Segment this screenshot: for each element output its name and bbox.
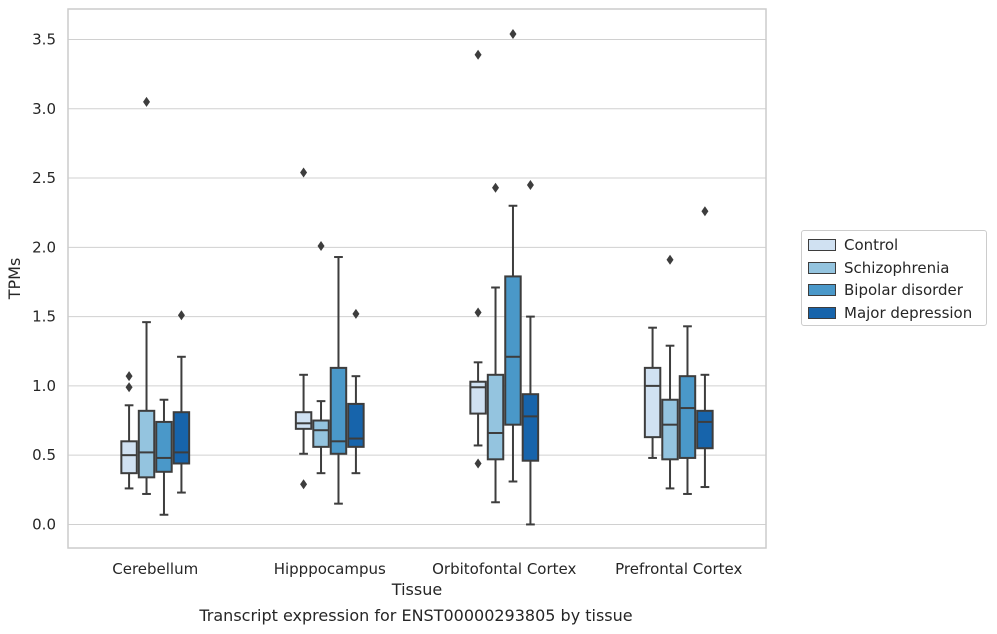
- legend-label-bipolar-disorder: Bipolar disorder: [844, 281, 963, 299]
- y-tick-label-1: 0.5: [32, 446, 56, 464]
- x-tick-label-cerebellum: Cerebellum: [112, 560, 198, 578]
- outlier-control-cerebellum-1: [125, 371, 133, 382]
- outlier-control-orbitofontal-cortex-1: [474, 307, 482, 318]
- box-bipolar-disorder-orbitofontal-cortex: [504, 275, 522, 426]
- outlier-major-depression-orbitofontal-cortex-0: [526, 179, 534, 190]
- y-tick-label-5: 2.5: [32, 169, 56, 187]
- figure-caption: Transcript expression for ENST0000029380…: [199, 606, 633, 625]
- box-schizophrenia-orbitofontal-cortex: [486, 373, 505, 461]
- x-axis-label: Tissue: [391, 580, 442, 599]
- legend-label-schizophrenia: Schizophrenia: [844, 259, 950, 277]
- x-tick-label-prefrontal-cortex: Prefrontal Cortex: [615, 560, 742, 578]
- y-tick-label-2: 1.0: [32, 377, 56, 395]
- legend-item-schizophrenia: Schizophrenia: [808, 258, 949, 278]
- outlier-bipolar-disorder-orbitofontal-cortex-0: [509, 28, 517, 39]
- plot-frame: [67, 8, 767, 549]
- box-bipolar-disorder-cerebellum: [155, 420, 173, 473]
- y-tick-label-3: 1.5: [32, 308, 56, 326]
- outlier-major-depression-hipppocampus-0: [352, 308, 360, 319]
- box-bipolar-disorder-prefrontal-cortex: [678, 375, 697, 459]
- box-major-depression-prefrontal-cortex: [696, 409, 714, 450]
- outlier-control-hipppocampus-0: [300, 479, 308, 490]
- y-tick-label-4: 2.0: [32, 238, 56, 256]
- legend-label-major-depression: Major depression: [844, 304, 973, 322]
- outlier-control-orbitofontal-cortex-2: [474, 49, 482, 60]
- outlier-schizophrenia-hipppocampus-0: [317, 240, 325, 251]
- y-tick-label-7: 3.5: [32, 30, 56, 48]
- box-major-depression-orbitofontal-cortex: [521, 393, 540, 462]
- box-control-orbitofontal-cortex: [469, 380, 487, 415]
- box-major-depression-cerebellum: [172, 411, 191, 465]
- x-tick-label-orbitofontal-cortex: Orbitofontal Cortex: [432, 560, 576, 578]
- outlier-control-hipppocampus-1: [300, 167, 308, 178]
- y-tick-label-0: 0.0: [32, 515, 56, 533]
- box-control-hipppocampus: [294, 411, 313, 430]
- legend-swatch-schizophrenia: [808, 262, 836, 274]
- box-control-prefrontal-cortex: [643, 366, 662, 439]
- outlier-control-cerebellum-0: [125, 382, 133, 393]
- legend-item-bipolar-disorder: Bipolar disorder: [808, 280, 963, 300]
- box-schizophrenia-cerebellum: [137, 409, 156, 479]
- outlier-schizophrenia-orbitofontal-cortex-0: [492, 182, 500, 193]
- legend-item-major-depression: Major depression: [808, 303, 972, 323]
- box-schizophrenia-prefrontal-cortex: [661, 398, 679, 461]
- box-control-cerebellum: [120, 440, 138, 475]
- legend-swatch-control: [808, 239, 836, 251]
- outlier-schizophrenia-prefrontal-cortex-0: [666, 254, 674, 265]
- box-schizophrenia-hipppocampus: [312, 419, 330, 448]
- y-axis-label: TPMs: [5, 258, 24, 301]
- x-tick-label-hipppocampus: Hipppocampus: [274, 560, 386, 578]
- legend-swatch-major-depression: [808, 307, 836, 319]
- box-bipolar-disorder-hipppocampus: [329, 366, 348, 455]
- outlier-control-orbitofontal-cortex-0: [474, 458, 482, 469]
- box-major-depression-hipppocampus: [347, 402, 365, 448]
- outlier-major-depression-cerebellum-0: [177, 310, 185, 321]
- legend-swatch-bipolar-disorder: [808, 284, 836, 296]
- outlier-major-depression-prefrontal-cortex-0: [701, 206, 709, 217]
- y-tick-label-6: 3.0: [32, 100, 56, 118]
- legend-label-control: Control: [844, 236, 899, 254]
- legend-item-control: Control: [808, 235, 898, 255]
- legend: Control Schizophrenia Bipolar disorder M…: [801, 230, 987, 326]
- outlier-schizophrenia-cerebellum-0: [143, 96, 151, 107]
